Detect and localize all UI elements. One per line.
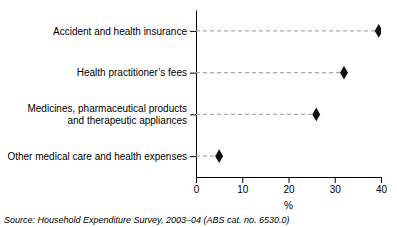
y-tick-label: Accident and health insurance xyxy=(53,26,187,37)
y-axis-line xyxy=(196,11,197,178)
y-tick-label-line: Medicines, pharmaceutical products xyxy=(27,103,187,114)
x-tick-label: 10 xyxy=(237,184,249,195)
x-tick-label: 40 xyxy=(376,184,388,195)
x-tick: 0 xyxy=(194,177,200,195)
chart-svg: Other medical care and health expenses Me… xyxy=(0,0,397,227)
x-axis-title: % xyxy=(284,200,293,211)
x-tick: 40 xyxy=(376,177,388,195)
x-tick: 10 xyxy=(237,177,249,195)
x-tick-mark xyxy=(196,177,197,183)
annotation: Source: Household Expenditure Survey, 20… xyxy=(4,215,290,225)
y-tick-label-line: Other medical care and health expenses xyxy=(7,151,187,162)
marker xyxy=(375,24,381,38)
x-tick-label: 0 xyxy=(194,184,200,195)
y-tick: Health practitioner’s fees xyxy=(77,67,196,78)
y-tick-label-line: Accident and health insurance xyxy=(53,26,187,37)
y-tick-label-line: and therapeutic appliances xyxy=(67,115,187,126)
stem xyxy=(196,72,344,73)
plot-area xyxy=(196,24,381,163)
marker xyxy=(312,107,320,121)
y-tick-mark xyxy=(190,73,196,74)
x-axis: 0 10 20 30 40 xyxy=(194,177,388,195)
x-tick-mark xyxy=(242,177,243,183)
y-tick: Medicines, pharmaceutical productsand th… xyxy=(27,103,196,126)
x-tick-label: 20 xyxy=(283,184,295,195)
y-tick-mark xyxy=(190,31,196,32)
y-tick-label: Health practitioner’s fees xyxy=(77,67,187,78)
stem xyxy=(196,30,379,31)
x-tick: 30 xyxy=(330,177,342,195)
y-tick-label: Other medical care and health expenses xyxy=(7,151,187,162)
y-axis: Other medical care and health expenses Me… xyxy=(7,11,196,178)
marker xyxy=(340,66,348,80)
y-tick-mark xyxy=(190,156,196,157)
chart-container: Other medical care and health expenses Me… xyxy=(0,0,397,227)
stem xyxy=(196,114,316,115)
y-tick-mark xyxy=(190,114,196,115)
y-tick-label: Medicines, pharmaceutical productsand th… xyxy=(27,103,187,126)
x-tick-mark xyxy=(335,177,336,183)
y-tick-label-line: Health practitioner’s fees xyxy=(77,67,187,78)
y-tick: Accident and health insurance xyxy=(53,26,196,37)
marker xyxy=(215,149,223,163)
x-tick-label: 30 xyxy=(330,184,342,195)
y-tick: Other medical care and health expenses xyxy=(7,151,196,162)
x-tick-mark xyxy=(381,177,382,183)
x-tick: 20 xyxy=(283,177,295,195)
x-tick-mark xyxy=(289,177,290,183)
